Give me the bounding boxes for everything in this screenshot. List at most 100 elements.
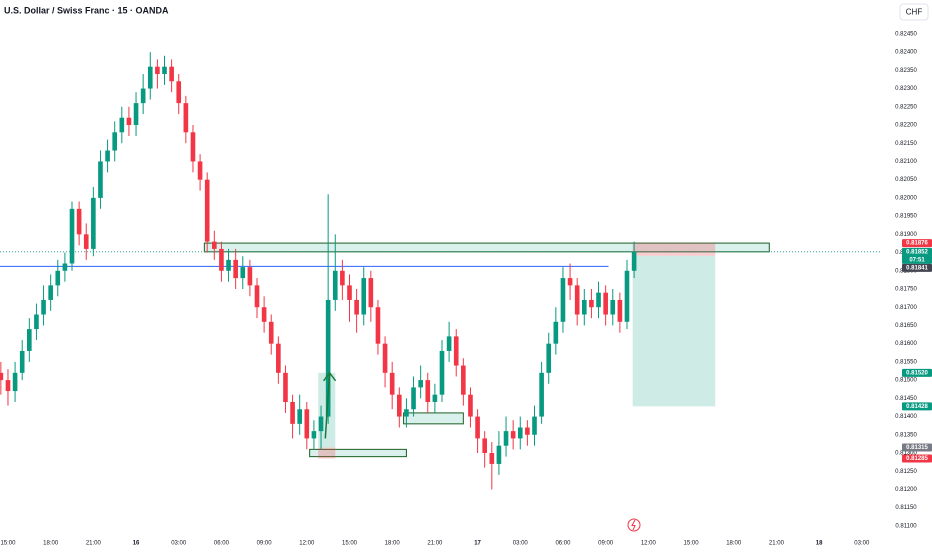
price-tag [902,368,932,377]
y-tick-label: 0.82450 [895,31,917,37]
x-tick-label: 03:00 [171,541,187,547]
candle-body [34,314,39,330]
zone [632,243,716,256]
candle-body [368,278,374,308]
candle-body [290,401,295,424]
candle-body [247,267,253,286]
candle-body [610,299,616,315]
candle-body [219,248,224,271]
candle-body [261,307,267,322]
x-tick-label: 21:00 [86,541,102,547]
candle-body [332,270,338,300]
x-tick-label: 09:00 [257,541,273,547]
candle-body [268,321,274,344]
candle-body [12,372,18,392]
x-tick-label: 18:00 [726,541,742,547]
candle-body [539,372,544,417]
candle-body [361,278,367,315]
candle-body [69,208,75,264]
candle-body [517,427,523,439]
y-tick-label: 0.81450 [895,396,917,402]
y-tick-label: 0.81350 [895,432,917,438]
y-tick-label: 0.82400 [895,50,917,56]
candle-body [105,150,110,162]
y-tick-label: 0.82000 [895,195,917,201]
countdown: 07:51 [909,257,925,263]
candle-body [233,259,238,279]
x-tick-label: 06:00 [214,541,230,547]
y-tick-label: 0.81200 [895,487,917,493]
price-tag [902,402,932,411]
candle-body [98,161,103,198]
x-tick-label: 03:00 [513,541,529,547]
x-tick-label: 21:00 [427,541,443,547]
y-tick-label: 0.81550 [895,359,917,365]
x-tick-label: 06:00 [555,541,571,547]
candle-body [596,292,601,308]
y-tick-label: 0.81400 [895,414,917,420]
candle-body [55,270,61,286]
candle-body [354,299,359,315]
candle-body [532,416,537,435]
candle-body [461,365,466,395]
candle-body [27,329,32,351]
price-tag [902,263,932,272]
candle-body [439,350,445,395]
y-tick-label: 0.81950 [895,214,917,220]
candle-body [347,285,352,300]
candle-body [240,267,246,279]
price-tag-label: 0.81428 [906,404,928,410]
candle-body [475,416,480,439]
candle-body [297,409,303,424]
candle-body [617,299,623,322]
candle-body [155,66,160,74]
candle-body [91,197,96,249]
candle-body [482,438,487,454]
candle-body [304,409,310,439]
price-tag-label: 0.81520 [906,370,928,376]
candle-body [503,431,509,446]
x-tick-label: 18 [816,541,823,547]
y-tick-label: 0.82150 [895,141,917,147]
y-tick-label: 0.82250 [895,104,917,110]
y-tick-label: 0.81750 [895,287,917,293]
candle-body [624,270,630,322]
x-tick-label: 15:00 [0,541,16,547]
candle-body [446,336,452,351]
x-tick-label: 18:00 [385,541,401,547]
x-tick-label: 15:00 [342,541,358,547]
lightning-icon[interactable] [627,518,641,532]
candle-body [340,270,345,286]
chart-title: U.S. Dollar / Swiss Franc · 15 · OANDA [4,5,169,15]
candle-body [119,117,125,133]
price-tag [902,454,932,463]
candle-body [546,343,552,373]
x-tick-label: 15:00 [684,541,700,547]
candle-body [204,179,210,242]
candle-body [83,234,89,249]
candle-body [176,81,182,104]
candle-body [396,394,402,417]
candle-body [525,427,530,435]
candle-body [489,453,495,464]
price-tag [902,443,932,452]
y-tick-label: 0.81150 [895,505,917,511]
candle-body [581,299,587,315]
currency-box[interactable] [899,3,929,21]
candle-body [468,394,473,417]
currency[interactable]: CHF [906,8,923,17]
candle-body [382,343,388,373]
x-tick-label: 18:00 [43,541,59,547]
arrow-head [322,371,337,382]
candle-body [190,132,196,162]
candle-body [311,431,317,439]
y-tick-label: 0.82200 [895,123,917,129]
zone [403,412,464,425]
candle-body [147,66,153,89]
y-tick-label: 0.81250 [895,469,917,475]
candle-body [48,285,53,300]
x-tick-label: 09:00 [598,541,614,547]
candle-body [133,103,139,126]
price-tag-label: 0.81315 [906,445,928,451]
candle-body [76,208,82,235]
